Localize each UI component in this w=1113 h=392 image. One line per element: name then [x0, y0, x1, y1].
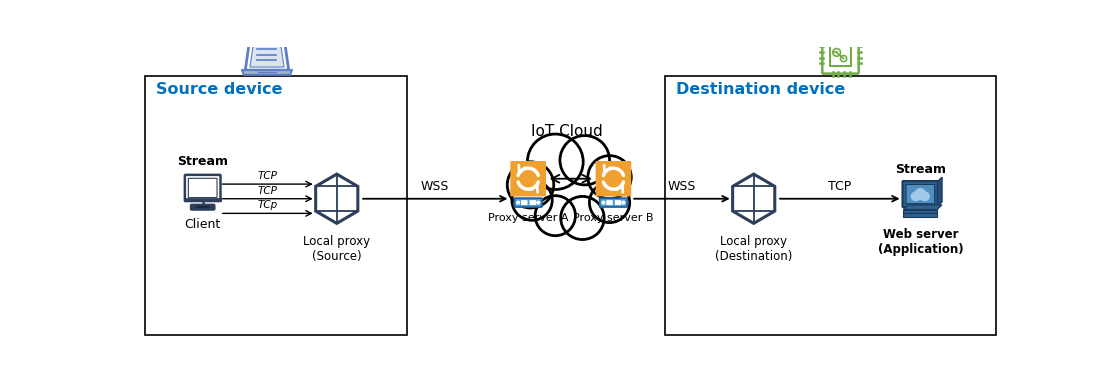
Text: WSS: WSS: [668, 180, 696, 192]
Circle shape: [560, 136, 610, 185]
Text: TCP: TCP: [258, 186, 277, 196]
Text: Source device: Source device: [156, 82, 283, 97]
FancyBboxPatch shape: [830, 45, 851, 66]
FancyBboxPatch shape: [903, 181, 938, 207]
Polygon shape: [904, 213, 937, 217]
Text: Stream: Stream: [177, 155, 228, 168]
Text: WSS: WSS: [421, 180, 450, 192]
Text: Proxy server A: Proxy server A: [487, 213, 569, 223]
FancyBboxPatch shape: [664, 76, 995, 335]
Polygon shape: [245, 38, 288, 70]
Polygon shape: [904, 209, 937, 213]
Circle shape: [508, 162, 554, 208]
Text: TCp: TCp: [257, 200, 278, 210]
FancyBboxPatch shape: [530, 200, 536, 205]
Circle shape: [588, 156, 631, 199]
FancyBboxPatch shape: [595, 161, 631, 196]
FancyBboxPatch shape: [185, 175, 220, 201]
Circle shape: [920, 192, 929, 201]
FancyBboxPatch shape: [511, 161, 546, 196]
FancyBboxPatch shape: [514, 198, 542, 207]
Text: Local proxy
(Destination): Local proxy (Destination): [715, 235, 792, 263]
Polygon shape: [904, 205, 942, 209]
FancyBboxPatch shape: [823, 37, 859, 74]
FancyBboxPatch shape: [607, 200, 613, 205]
FancyBboxPatch shape: [521, 200, 528, 205]
Text: Stream: Stream: [895, 163, 946, 176]
Circle shape: [516, 201, 520, 204]
Circle shape: [912, 192, 920, 201]
Circle shape: [590, 183, 630, 223]
Text: IoT Cloud: IoT Cloud: [531, 123, 603, 139]
Text: TCP: TCP: [828, 180, 851, 192]
FancyBboxPatch shape: [600, 198, 628, 207]
FancyBboxPatch shape: [188, 178, 217, 198]
Text: Destination device: Destination device: [677, 82, 846, 97]
Circle shape: [561, 196, 604, 240]
Circle shape: [622, 201, 624, 204]
Circle shape: [915, 189, 926, 200]
FancyBboxPatch shape: [191, 205, 215, 209]
Text: Proxy server B: Proxy server B: [573, 213, 653, 223]
Circle shape: [602, 201, 604, 204]
FancyBboxPatch shape: [906, 185, 935, 204]
FancyBboxPatch shape: [145, 76, 406, 335]
Polygon shape: [250, 41, 284, 67]
FancyBboxPatch shape: [196, 206, 210, 208]
Text: Local proxy
(Source): Local proxy (Source): [303, 235, 371, 263]
Text: TCP: TCP: [258, 171, 277, 181]
Circle shape: [535, 196, 575, 236]
Circle shape: [536, 201, 540, 204]
Circle shape: [512, 180, 552, 220]
FancyBboxPatch shape: [614, 200, 621, 205]
Polygon shape: [937, 177, 942, 207]
Text: Client: Client: [185, 218, 220, 231]
Polygon shape: [243, 70, 292, 75]
Circle shape: [528, 134, 583, 189]
Text: Web server
(Application): Web server (Application): [877, 228, 963, 256]
